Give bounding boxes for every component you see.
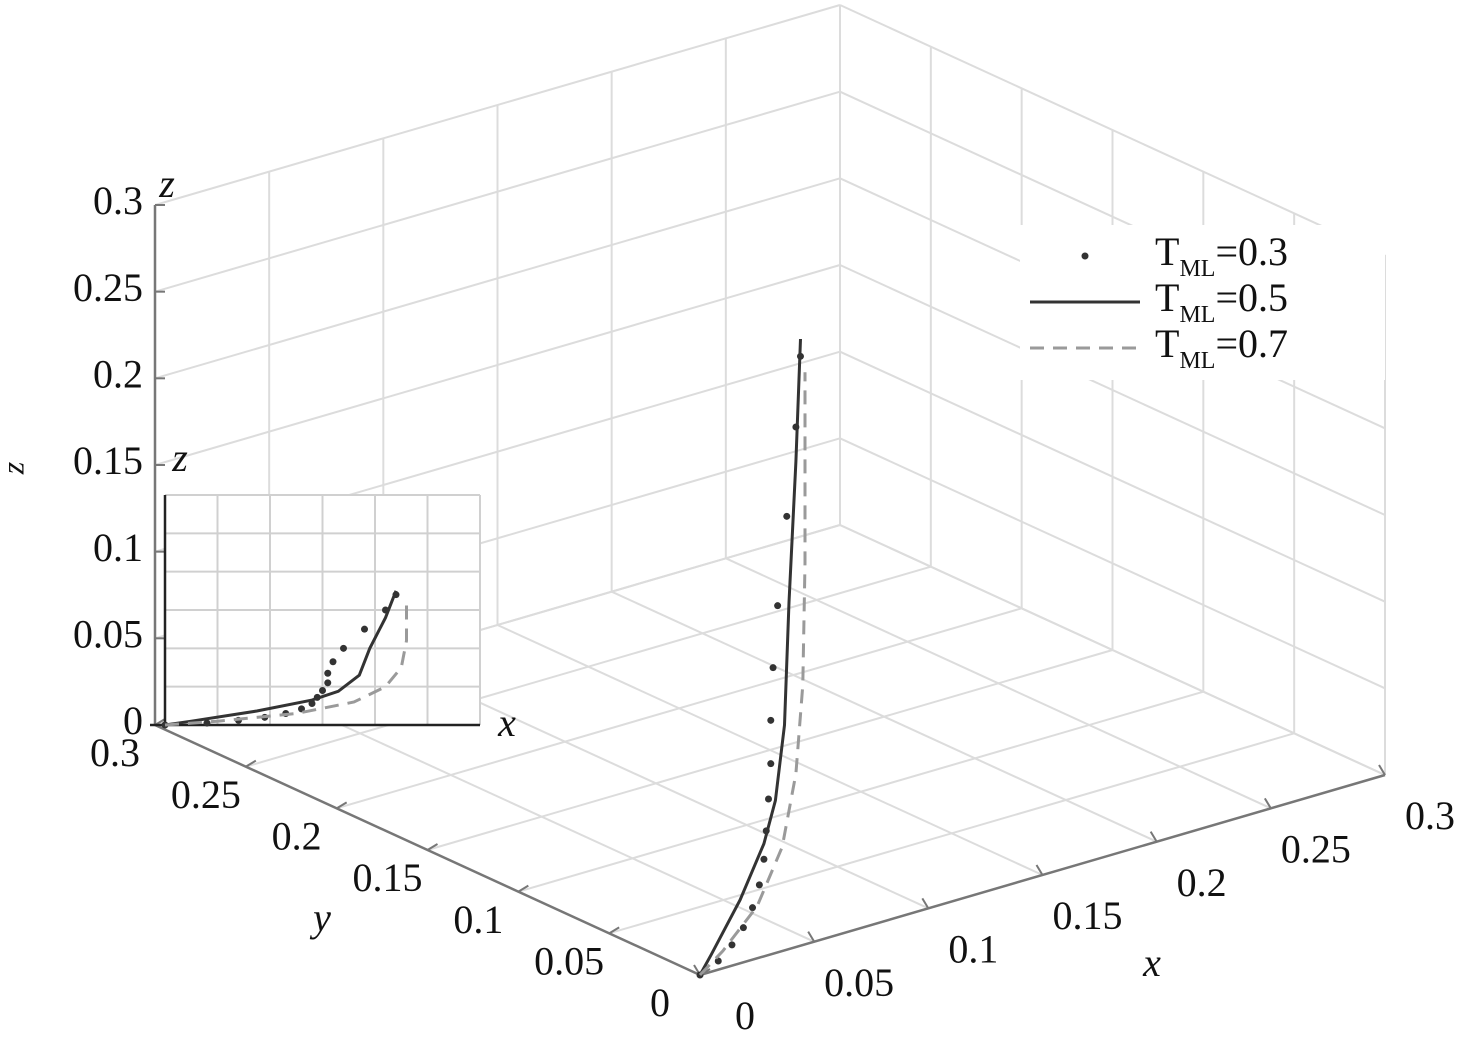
grid-line bbox=[154, 177, 841, 380]
grid-line bbox=[154, 90, 841, 293]
legend-label: TML=0.5 bbox=[1155, 275, 1288, 327]
data-point bbox=[769, 664, 777, 672]
grid-line bbox=[608, 732, 1295, 935]
y-tick-label: 0 bbox=[650, 980, 670, 1025]
legend-label-sub: ML bbox=[1179, 348, 1215, 374]
series-line bbox=[698, 372, 807, 977]
grid-line bbox=[518, 690, 1204, 893]
legend-marker bbox=[1081, 252, 1089, 260]
legend-label-sub: ML bbox=[1179, 302, 1215, 328]
grid-line bbox=[839, 437, 1386, 690]
data-point bbox=[765, 795, 772, 803]
walls bbox=[153, 4, 1386, 977]
data-point bbox=[767, 716, 775, 724]
inset-x-label: x bbox=[497, 700, 516, 745]
x-tick bbox=[1035, 864, 1044, 876]
data-point bbox=[749, 904, 757, 912]
inset-data-point bbox=[324, 679, 332, 687]
legend-label: TML=0.3 bbox=[1155, 229, 1288, 281]
z-tick-label: 0.05 bbox=[73, 612, 143, 657]
inset-data-point bbox=[340, 644, 347, 652]
series-line bbox=[698, 338, 802, 976]
y-tick bbox=[517, 884, 529, 893]
grid-line bbox=[427, 649, 1113, 851]
inset-z-label: z bbox=[171, 435, 188, 480]
x-tick bbox=[921, 897, 930, 909]
x-tick-label: 0.25 bbox=[1281, 827, 1351, 872]
y-tick-label: 0.15 bbox=[353, 855, 423, 900]
legend-label-main: T bbox=[1155, 321, 1179, 366]
legend-label-sub: ML bbox=[1179, 256, 1215, 282]
z-tick-label: 0 bbox=[123, 698, 143, 743]
y-axis-label: y bbox=[309, 895, 331, 940]
data-point bbox=[714, 957, 722, 965]
x-tick-label: 0.3 bbox=[1405, 793, 1455, 838]
y-tick bbox=[426, 843, 439, 851]
labels: z z y x 00.050.10.150.20.250.300.050.10.… bbox=[0, 161, 1455, 1038]
x-tick-label: 0 bbox=[735, 993, 755, 1038]
grid-line bbox=[839, 264, 1386, 516]
z-tick-label: 0.25 bbox=[73, 265, 143, 310]
data-point bbox=[739, 924, 747, 932]
grid-line bbox=[154, 4, 841, 206]
grid-line bbox=[336, 607, 1022, 810]
grid-line bbox=[245, 565, 932, 768]
legend-label-value: =0.7 bbox=[1215, 321, 1288, 366]
z-tick-label: 0.3 bbox=[93, 178, 143, 223]
curves bbox=[696, 338, 807, 979]
data-point bbox=[774, 602, 782, 610]
legend-label: TML=0.7 bbox=[1155, 321, 1288, 373]
z-axis-title: z bbox=[0, 461, 30, 475]
y-tick-label: 0.1 bbox=[453, 897, 503, 942]
inset-data-point bbox=[329, 658, 337, 666]
y-tick-label: 0.3 bbox=[90, 730, 140, 775]
inset: zx bbox=[150, 435, 516, 745]
inset-data-point bbox=[319, 687, 326, 694]
x-tick bbox=[807, 931, 816, 943]
grid-line bbox=[154, 264, 841, 466]
y-tick bbox=[245, 759, 257, 768]
y-tick-label: 0.05 bbox=[534, 939, 604, 984]
z-tick-label: 0.15 bbox=[73, 438, 143, 483]
x-tick-label: 0.05 bbox=[824, 960, 894, 1005]
inset-data-point bbox=[361, 625, 368, 633]
y-tick-label: 0.2 bbox=[272, 814, 322, 859]
data-point bbox=[767, 760, 775, 768]
legend-label-main: T bbox=[1155, 275, 1179, 320]
grid-line bbox=[839, 524, 1386, 776]
legend-label-main: T bbox=[1155, 229, 1179, 274]
y-tick bbox=[608, 926, 620, 935]
data-point bbox=[755, 881, 763, 889]
z-tick-label: 0.1 bbox=[93, 525, 143, 570]
inset-data-point bbox=[203, 719, 211, 727]
x-tick-label: 0.15 bbox=[1053, 893, 1123, 938]
x-tick bbox=[1149, 831, 1158, 843]
x-tick bbox=[1263, 797, 1272, 809]
x-axis-label: x bbox=[1142, 940, 1161, 985]
legend-label-value: =0.3 bbox=[1215, 229, 1288, 274]
data-point bbox=[728, 941, 736, 949]
grid-line bbox=[839, 4, 1386, 256]
inset-series-line bbox=[164, 598, 408, 727]
inset-series-line bbox=[164, 590, 398, 727]
y-tick-label: 0.25 bbox=[171, 772, 241, 817]
inset-data-point bbox=[324, 669, 332, 677]
z-tick-label: 0.2 bbox=[93, 352, 143, 397]
grid-line bbox=[839, 350, 1386, 603]
x-tick bbox=[1378, 764, 1386, 776]
x-tick-label: 0.1 bbox=[948, 927, 998, 972]
legend-label-value: =0.5 bbox=[1215, 275, 1288, 320]
z-axis-label: z bbox=[158, 161, 175, 206]
y-tick bbox=[336, 801, 348, 810]
x-tick-label: 0.2 bbox=[1177, 860, 1227, 905]
data-point bbox=[783, 512, 791, 520]
data-point bbox=[760, 855, 768, 863]
